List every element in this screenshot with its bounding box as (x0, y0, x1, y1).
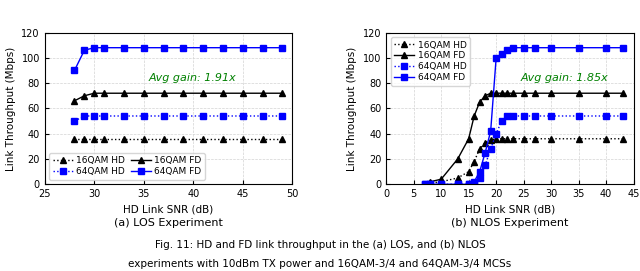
X-axis label: HD Link SNR (dB): HD Link SNR (dB) (124, 205, 214, 215)
Text: (b) NLOS Experiment: (b) NLOS Experiment (451, 218, 568, 228)
Y-axis label: Link Throughput (Mbps): Link Throughput (Mbps) (6, 46, 16, 170)
Text: Avg gain: 1.91x: Avg gain: 1.91x (148, 73, 236, 83)
Y-axis label: Link Throughput (Mbps): Link Throughput (Mbps) (348, 46, 357, 170)
X-axis label: HD Link SNR (dB): HD Link SNR (dB) (465, 205, 555, 215)
Text: (a) LOS Experiment: (a) LOS Experiment (114, 218, 223, 228)
Text: Avg gain: 1.85x: Avg gain: 1.85x (521, 73, 609, 83)
Text: experiments with 10dBm TX power and 16QAM-3/4 and 64QAM-3/4 MCSs: experiments with 10dBm TX power and 16QA… (129, 259, 511, 269)
Legend: 16QAM HD, 64QAM HD, 16QAM FD, 64QAM FD: 16QAM HD, 64QAM HD, 16QAM FD, 64QAM FD (49, 153, 205, 180)
Text: Fig. 11: HD and FD link throughput in the (a) LOS, and (b) NLOS: Fig. 11: HD and FD link throughput in th… (155, 240, 485, 250)
Legend: 16QAM HD, 16QAM FD, 64QAM HD, 64QAM FD: 16QAM HD, 16QAM FD, 64QAM HD, 64QAM FD (390, 37, 470, 86)
